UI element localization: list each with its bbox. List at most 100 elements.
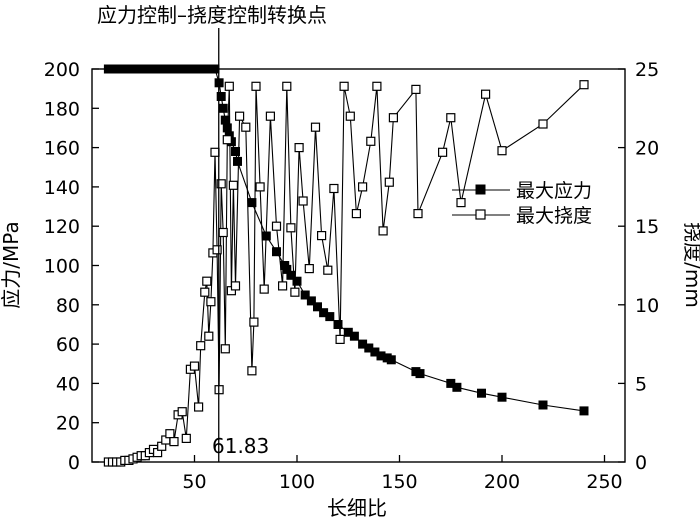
- deflection-point: [304, 264, 314, 274]
- x-tick-label: 200: [484, 471, 520, 493]
- deflection-point: [177, 407, 187, 417]
- deflection-point: [446, 113, 456, 123]
- deflection-point: [196, 341, 206, 351]
- y-left-tick-label: 80: [56, 295, 80, 317]
- y-left-tick-label: 40: [56, 373, 80, 395]
- deflection-point: [222, 135, 232, 145]
- stress-point: [306, 296, 316, 306]
- y-left-tick-label: 180: [44, 98, 80, 120]
- deflection-point: [538, 119, 548, 129]
- deflection-point: [206, 297, 216, 307]
- legend: 最大应力 最大挠度: [452, 180, 592, 227]
- deflection-point: [339, 81, 349, 91]
- x-tick-label: 250: [586, 471, 622, 493]
- y-left-tick-label: 200: [44, 59, 80, 81]
- deflection-point: [235, 111, 245, 121]
- deflection-point: [358, 182, 368, 192]
- deflection-point: [228, 180, 238, 190]
- deflection-point: [249, 317, 259, 327]
- y-left-tick-label: 140: [44, 177, 80, 199]
- stress-point: [349, 331, 359, 341]
- stress-point: [333, 320, 343, 329]
- deflection-point: [438, 147, 448, 157]
- y-left-tick-label: 20: [56, 413, 80, 435]
- deflection-point: [251, 81, 261, 91]
- deflection-point: [271, 221, 282, 231]
- deflection-point: [200, 287, 210, 297]
- deflection-point: [372, 81, 382, 91]
- stress-point: [272, 247, 281, 257]
- deflection-point: [265, 111, 275, 121]
- series-max-stress: [103, 64, 589, 416]
- y-right-tick-label: 25: [635, 59, 659, 81]
- y-right-tick-label: 10: [635, 295, 659, 317]
- x-tick-label: 150: [381, 471, 417, 493]
- legend-label-stress: 最大应力: [516, 180, 592, 202]
- deflection-point: [202, 276, 212, 286]
- deflection-point: [278, 281, 288, 291]
- y-left-tick-label: 0: [68, 452, 80, 474]
- stress-point: [292, 276, 302, 286]
- deflection-point: [310, 122, 321, 132]
- deflection-point: [298, 196, 308, 206]
- y-left-tick-label: 60: [56, 334, 80, 356]
- deflection-point: [286, 223, 296, 233]
- deflection-point: [323, 265, 333, 275]
- deflection-point: [335, 334, 345, 344]
- stress-point: [477, 388, 486, 398]
- y-right-tick-label: 20: [635, 138, 659, 160]
- series-max-deflection: [103, 80, 589, 467]
- deflection-point: [378, 226, 388, 236]
- deflection-point: [497, 146, 507, 156]
- stress-point: [386, 355, 396, 365]
- deflection-point: [181, 433, 191, 443]
- legend-marker-deflection: [475, 209, 486, 220]
- stress-point: [218, 103, 228, 113]
- deflection-point: [241, 122, 251, 132]
- y-right-tick-label: 0: [635, 452, 647, 474]
- x-axis-title: 长细比: [327, 496, 387, 520]
- deflection-point: [317, 231, 327, 241]
- stress-point: [415, 369, 425, 379]
- deflection-point: [210, 147, 220, 157]
- stress-point: [497, 392, 507, 402]
- y-left-tick-label: 160: [44, 138, 80, 160]
- stress-point: [313, 302, 322, 312]
- deflection-point: [329, 183, 339, 194]
- series-line: [108, 84, 585, 463]
- legend-label-deflection: 最大挠度: [516, 205, 592, 227]
- deflection-point: [212, 245, 222, 255]
- deflection-point: [224, 81, 234, 91]
- y-left-tick-label: 120: [44, 216, 80, 238]
- x-axis: 50 100 150 200 250: [182, 455, 623, 493]
- deflection-point: [345, 111, 355, 121]
- deflection-point: [165, 429, 175, 439]
- stress-point: [216, 92, 226, 101]
- deflection-point: [384, 177, 394, 187]
- stress-point: [300, 290, 310, 300]
- deflection-point: [388, 113, 398, 123]
- deflection-point: [411, 84, 421, 95]
- y-right-tick-label: 15: [635, 216, 659, 238]
- deflection-point: [216, 179, 226, 189]
- deflection-point: [294, 143, 304, 153]
- x-tick-label: 100: [279, 471, 315, 493]
- y-left-axis: 0 20 40 60 80 100 120 140 160 180 200: [44, 59, 99, 474]
- transition-value-label: 61.83: [212, 434, 269, 458]
- stress-point: [325, 312, 335, 322]
- stress-point: [538, 400, 548, 410]
- deflection-point: [481, 89, 491, 99]
- deflection-point: [204, 331, 214, 341]
- deflection-point: [247, 366, 257, 376]
- deflection-point: [169, 437, 179, 447]
- deflection-point: [282, 81, 292, 91]
- deflection-point: [351, 209, 361, 219]
- deflection-point: [220, 344, 230, 354]
- legend-marker-stress: [475, 184, 486, 195]
- transition-title: 应力控制–挠度控制转换点: [97, 3, 327, 27]
- deflection-point: [230, 281, 241, 291]
- deflection-point: [579, 80, 589, 90]
- x-tick-label: 50: [182, 471, 206, 493]
- stress-point: [233, 156, 242, 166]
